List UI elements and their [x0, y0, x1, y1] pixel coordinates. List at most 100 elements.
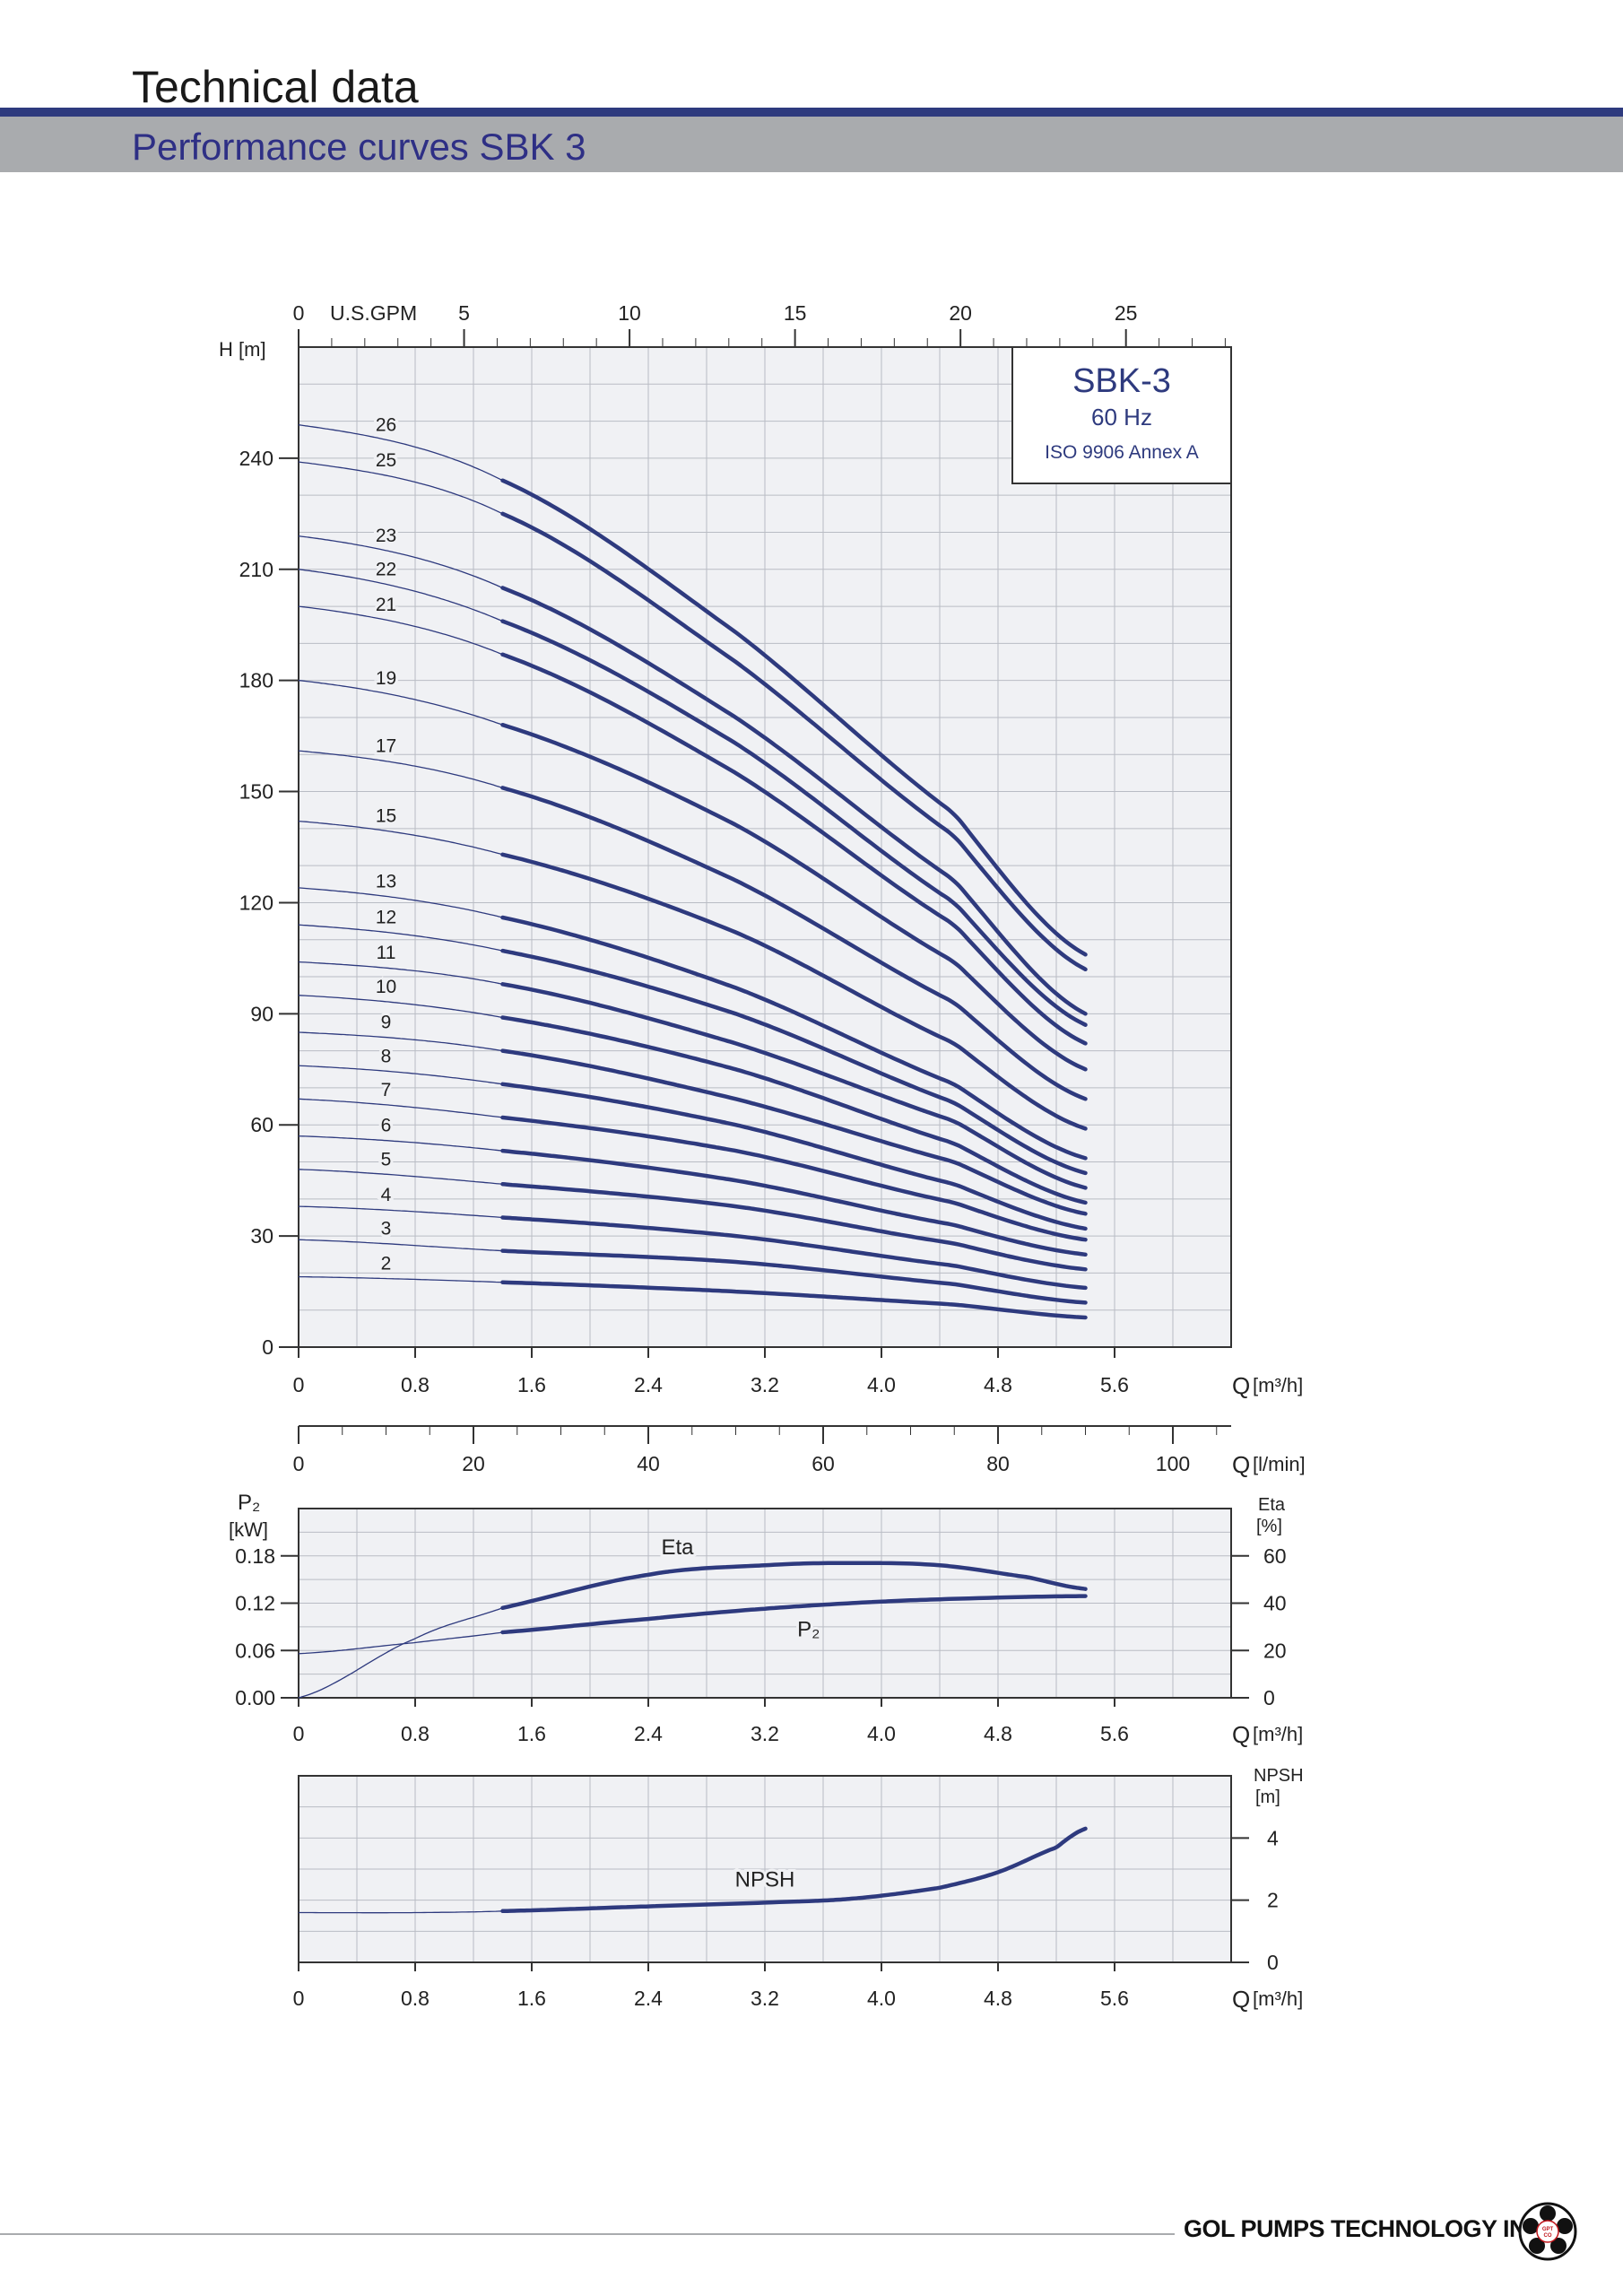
- npsh-xtick-label: 0: [293, 1987, 305, 2010]
- head-curve: [500, 1248, 1088, 1305]
- head-curve-thin: [298, 961, 503, 985]
- eta-curve-label: Eta: [661, 1535, 694, 1560]
- head-curve: [500, 511, 1088, 972]
- lmin-axis-label: Q: [1232, 1451, 1250, 1478]
- head-ytick-label: 60: [250, 1113, 273, 1136]
- head-xtick-label: 5.6: [1100, 1373, 1129, 1396]
- head-curve: [500, 852, 1088, 1131]
- power-ylabel-unit: [kW]: [229, 1518, 268, 1541]
- head-ytick-label: 150: [239, 780, 273, 804]
- power-xunit: [m³/h]: [1253, 1723, 1303, 1745]
- head-ytick-label: 180: [239, 669, 273, 692]
- head-curve-label: 5: [381, 1149, 392, 1170]
- head-curve: [500, 915, 1088, 1161]
- page-title: Technical data: [132, 62, 419, 112]
- head-curve-thin: [298, 995, 503, 1019]
- gpm-tick-label: 5: [458, 301, 470, 325]
- head-ytick-label: 30: [250, 1224, 273, 1248]
- head-curve: [500, 1082, 1088, 1231]
- head-curve: [500, 1015, 1088, 1205]
- power-curve-thin: [298, 1631, 503, 1655]
- head-curve-label: 2: [381, 1254, 392, 1274]
- head-curve: [500, 586, 1088, 1016]
- header-rule: [0, 108, 1623, 117]
- company-name: GOL PUMPS TECHNOLOGY INC: [1184, 2215, 1544, 2242]
- svg-text:GPT: GPT: [1542, 2227, 1554, 2232]
- npsh-ytick-label: 4: [1267, 1826, 1279, 1849]
- head-curve-thin: [298, 605, 503, 656]
- head-curve-thin: [298, 924, 503, 952]
- npsh-xlabel: Q: [1232, 1986, 1250, 2013]
- page-subtitle: Performance curves SBK 3: [132, 126, 586, 168]
- head-curve-label: 3: [381, 1219, 392, 1239]
- npsh-xtick-label: 2.4: [634, 1987, 663, 2010]
- head-curve-thin: [298, 1098, 503, 1118]
- head-ytick-label: 210: [239, 558, 273, 581]
- head-xlabel: Q: [1232, 1372, 1250, 1399]
- power-ytick-label: 0.18: [235, 1544, 275, 1568]
- npsh-xtick-label: 4.8: [984, 1987, 1012, 2010]
- power-ytick-label: 0.00: [235, 1686, 275, 1709]
- head-curve-thin: [298, 820, 503, 856]
- head-curve-thin: [298, 424, 503, 482]
- footer-rule: [0, 2233, 1175, 2235]
- npsh-curve-label: NPSH: [735, 1867, 795, 1892]
- head-curve-thin: [298, 1275, 503, 1283]
- head-curve-label: 25: [376, 450, 396, 471]
- head-curve: [500, 722, 1088, 1072]
- head-xtick-label: 1.6: [517, 1373, 546, 1396]
- head-curve: [500, 478, 1088, 957]
- gpm-axis-label: U.S.GPM: [330, 301, 417, 325]
- lmin-tick-label: 80: [986, 1452, 1010, 1475]
- head-curve-thin: [298, 569, 503, 622]
- eta-ytick-label: 60: [1263, 1544, 1287, 1568]
- head-curve: [500, 652, 1088, 1046]
- head-xtick-label: 2.4: [634, 1373, 663, 1396]
- head-curve-thin: [298, 461, 503, 515]
- eta-ytick-label: 0: [1263, 1686, 1275, 1709]
- gpm-tick-label: 15: [784, 301, 807, 325]
- power-ytick-label: 0.06: [235, 1639, 275, 1662]
- power-xtick-label: 1.6: [517, 1722, 546, 1745]
- head-ytick-label: 240: [239, 447, 273, 470]
- lmin-tick-label: 40: [637, 1452, 660, 1475]
- head-ytick-label: 0: [262, 1335, 273, 1359]
- head-curve-thin: [298, 1169, 503, 1185]
- head-curve-thin: [298, 1239, 503, 1252]
- head-curve-thin: [298, 750, 503, 789]
- gpm-tick-label: 0: [293, 301, 305, 325]
- head-curve: [500, 1182, 1088, 1272]
- power-curve-label: P₂: [797, 1617, 820, 1641]
- head-ylabel: H [m]: [219, 338, 266, 361]
- head-curve: [500, 1280, 1088, 1320]
- eta-ylabel-unit: [%]: [1256, 1517, 1282, 1536]
- head-curve-label: 11: [377, 943, 396, 963]
- head-curve: [500, 1048, 1088, 1216]
- power-xlabel: Q: [1232, 1721, 1250, 1748]
- lmin-tick-label: 0: [293, 1452, 305, 1475]
- power-curve: [500, 1594, 1088, 1635]
- power-xtick-label: 4.0: [867, 1722, 896, 1745]
- head-curve-label: 8: [381, 1046, 392, 1066]
- npsh-xtick-label: 5.6: [1100, 1987, 1129, 2010]
- head-curve-label: 9: [381, 1013, 392, 1033]
- head-curve-label: 23: [376, 526, 396, 546]
- head-curve: [500, 1115, 1088, 1242]
- head-curve-thin: [298, 1135, 503, 1152]
- head-curve-label: 21: [376, 595, 396, 615]
- npsh-curve: [500, 1826, 1088, 1914]
- eta-curve-thin: [298, 1607, 503, 1699]
- npsh-ytick-label: 0: [1267, 1951, 1279, 1974]
- head-ytick-label: 90: [250, 1002, 273, 1025]
- head-curve-thin: [298, 535, 503, 589]
- head-xtick-label: 0: [293, 1373, 305, 1396]
- power-xtick-label: 4.8: [984, 1722, 1012, 1745]
- head-curve-label: 15: [376, 805, 396, 826]
- power-xtick-label: 0: [293, 1722, 305, 1745]
- head-curve-label: 17: [376, 736, 396, 757]
- npsh-xtick-label: 4.0: [867, 1987, 896, 2010]
- npsh-xtick-label: 1.6: [517, 1987, 546, 2010]
- head-curve-thin: [298, 1065, 503, 1085]
- head-curve-thin: [298, 1031, 503, 1052]
